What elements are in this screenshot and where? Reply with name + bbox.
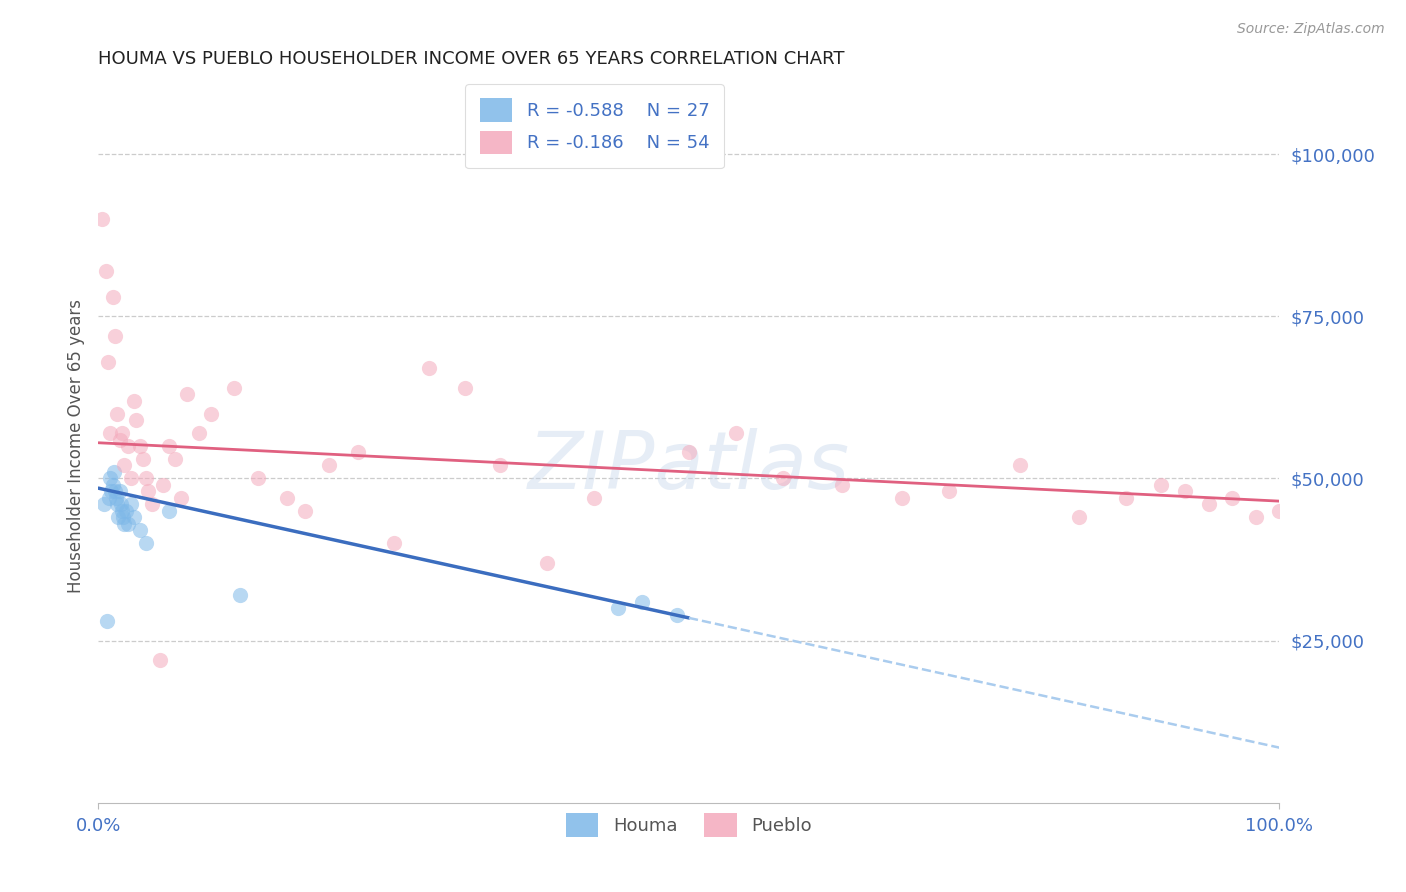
Point bbox=[666, 607, 689, 622]
Point bbox=[229, 588, 252, 602]
Point bbox=[141, 497, 163, 511]
Point bbox=[125, 413, 148, 427]
Point bbox=[831, 478, 853, 492]
Point bbox=[890, 491, 912, 505]
Point bbox=[112, 458, 135, 473]
Point bbox=[104, 328, 127, 343]
Y-axis label: Householder Income Over 65 years: Householder Income Over 65 years bbox=[66, 299, 84, 593]
Point bbox=[187, 425, 209, 440]
Point bbox=[121, 497, 143, 511]
Point bbox=[96, 614, 118, 628]
Point bbox=[583, 491, 606, 505]
Point bbox=[111, 504, 134, 518]
Point bbox=[276, 491, 298, 505]
Point bbox=[108, 484, 131, 499]
Text: ZIPatlas: ZIPatlas bbox=[527, 428, 851, 507]
Point bbox=[1268, 504, 1291, 518]
Point bbox=[725, 425, 748, 440]
Point bbox=[98, 471, 121, 485]
Point bbox=[91, 211, 114, 226]
Point bbox=[1115, 491, 1137, 505]
Point bbox=[108, 433, 131, 447]
Point bbox=[112, 510, 135, 524]
Point bbox=[170, 491, 193, 505]
Point bbox=[94, 264, 117, 278]
Point bbox=[136, 484, 159, 499]
Point bbox=[1008, 458, 1031, 473]
Point bbox=[114, 504, 136, 518]
Text: HOUMA VS PUEBLO HOUSEHOLDER INCOME OVER 65 YEARS CORRELATION CHART: HOUMA VS PUEBLO HOUSEHOLDER INCOME OVER … bbox=[98, 50, 845, 68]
Point bbox=[103, 465, 125, 479]
Point bbox=[152, 478, 174, 492]
Point bbox=[1198, 497, 1220, 511]
Point bbox=[1174, 484, 1197, 499]
Point bbox=[122, 393, 145, 408]
Point bbox=[246, 471, 269, 485]
Point bbox=[418, 361, 440, 376]
Point bbox=[347, 445, 370, 459]
Point bbox=[489, 458, 512, 473]
Point bbox=[105, 497, 128, 511]
Point bbox=[112, 516, 135, 531]
Point bbox=[100, 484, 122, 499]
Point bbox=[111, 425, 134, 440]
Point bbox=[938, 484, 960, 499]
Point bbox=[135, 536, 157, 550]
Point bbox=[157, 504, 180, 518]
Point bbox=[128, 524, 150, 538]
Point bbox=[1220, 491, 1243, 505]
Point bbox=[1150, 478, 1173, 492]
Point bbox=[101, 290, 124, 304]
Point bbox=[97, 354, 120, 368]
Point bbox=[224, 381, 246, 395]
Point bbox=[93, 497, 115, 511]
Point bbox=[105, 491, 128, 505]
Point bbox=[149, 653, 172, 667]
Point bbox=[135, 471, 157, 485]
Point bbox=[165, 452, 187, 467]
Point bbox=[772, 471, 794, 485]
Point bbox=[536, 556, 558, 570]
Point bbox=[607, 601, 630, 615]
Legend: Houma, Pueblo: Houma, Pueblo bbox=[558, 806, 820, 844]
Point bbox=[678, 445, 700, 459]
Point bbox=[132, 452, 155, 467]
Point bbox=[318, 458, 340, 473]
Point bbox=[1244, 510, 1267, 524]
Point bbox=[105, 407, 128, 421]
Point bbox=[98, 491, 121, 505]
Point bbox=[101, 478, 124, 492]
Point bbox=[121, 471, 143, 485]
Point bbox=[157, 439, 180, 453]
Point bbox=[122, 510, 145, 524]
Point bbox=[176, 387, 198, 401]
Point bbox=[453, 381, 475, 395]
Point bbox=[110, 497, 132, 511]
Point bbox=[104, 484, 127, 499]
Point bbox=[117, 439, 139, 453]
Point bbox=[1067, 510, 1090, 524]
Point bbox=[294, 504, 316, 518]
Point bbox=[200, 407, 222, 421]
Point bbox=[630, 595, 652, 609]
Point bbox=[107, 510, 129, 524]
Text: Source: ZipAtlas.com: Source: ZipAtlas.com bbox=[1237, 22, 1385, 37]
Point bbox=[117, 516, 139, 531]
Point bbox=[382, 536, 405, 550]
Point bbox=[128, 439, 150, 453]
Point bbox=[98, 425, 121, 440]
